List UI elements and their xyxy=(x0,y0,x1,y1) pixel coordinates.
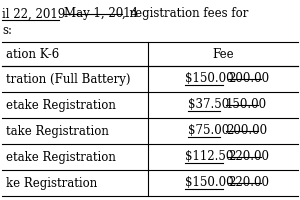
Text: $75.00: $75.00 xyxy=(188,124,229,138)
Text: 220.00: 220.00 xyxy=(228,176,269,190)
Text: etake Registration: etake Registration xyxy=(6,150,116,164)
Text: ation K-6: ation K-6 xyxy=(6,47,59,60)
Text: , registration fees for: , registration fees for xyxy=(122,7,248,21)
Text: 200.00: 200.00 xyxy=(226,124,267,138)
Text: etake Registration: etake Registration xyxy=(6,98,116,112)
Text: 220.00: 220.00 xyxy=(228,150,269,164)
Text: il 22, 2019: il 22, 2019 xyxy=(2,7,69,21)
Text: take Registration: take Registration xyxy=(6,124,109,138)
Text: s:: s: xyxy=(2,23,12,36)
Text: $150.00: $150.00 xyxy=(185,176,234,190)
Text: 200.00: 200.00 xyxy=(228,72,269,86)
Text: $37.50: $37.50 xyxy=(188,98,229,112)
Text: Fee: Fee xyxy=(212,47,234,60)
Text: 150.00: 150.00 xyxy=(226,98,267,112)
Text: tration (Full Battery): tration (Full Battery) xyxy=(6,72,130,86)
Text: $112.50: $112.50 xyxy=(185,150,234,164)
Text: May 1, 2014: May 1, 2014 xyxy=(64,7,139,21)
Text: $150.00: $150.00 xyxy=(185,72,234,86)
Text: ke Registration: ke Registration xyxy=(6,176,97,190)
